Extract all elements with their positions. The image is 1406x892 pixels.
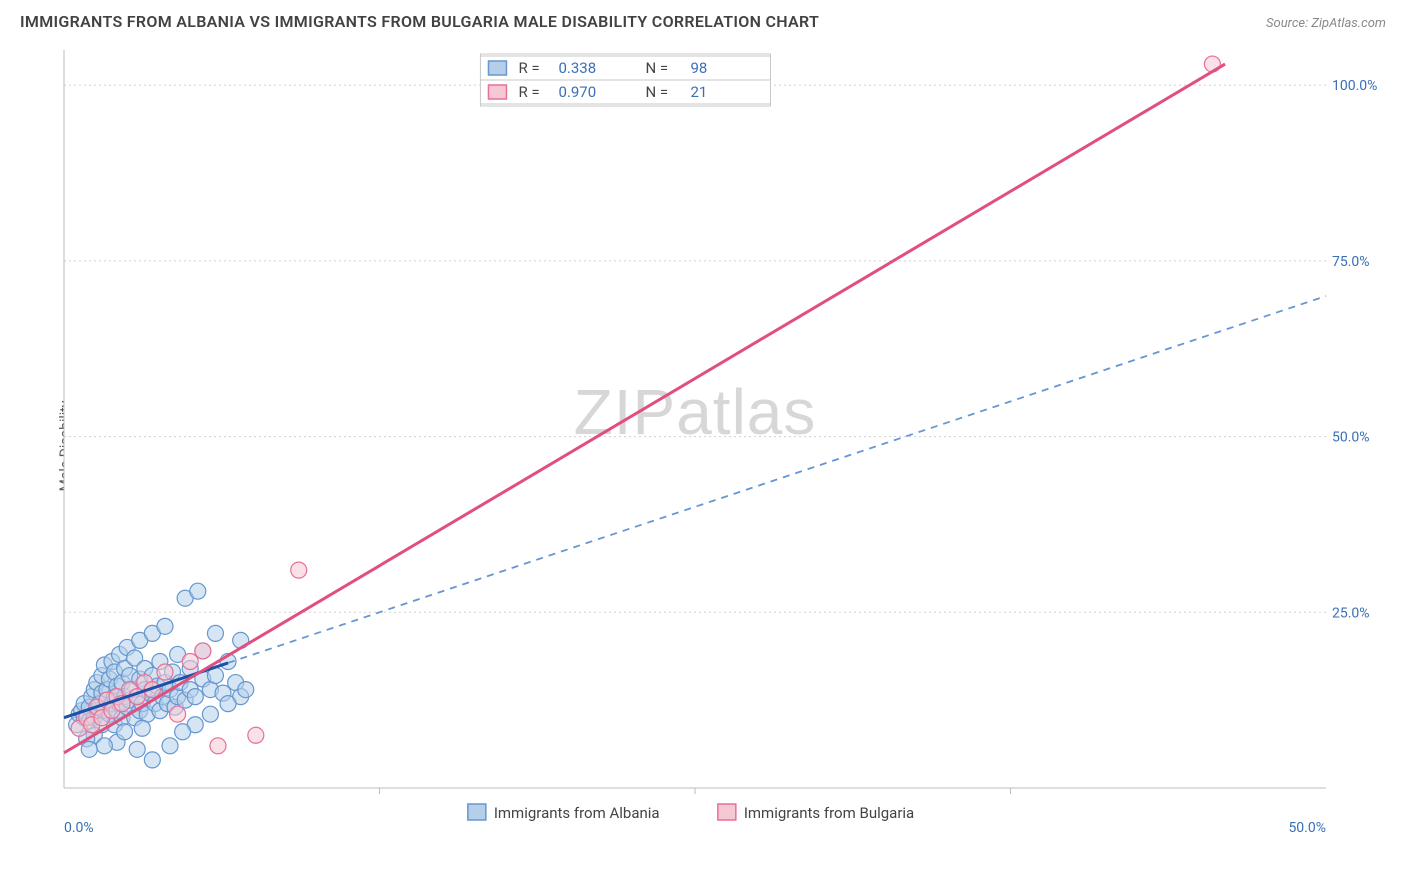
legend-n-val: 98	[690, 59, 707, 77]
data-point-albania	[187, 689, 203, 705]
scatter-chart: 25.0% 50.0% 75.0% 100.0% 0.0% 50.0% ZIPatlas R …	[56, 40, 1386, 840]
data-point-albania	[81, 741, 97, 757]
data-point-bulgaria	[210, 738, 226, 754]
data-point-albania	[220, 696, 236, 712]
source-attribution: Source: ZipAtlas.com	[1266, 16, 1386, 31]
y-tick-label: 100.0%	[1332, 78, 1377, 94]
data-point-bulgaria	[291, 562, 307, 578]
y-tick-label: 50.0%	[1332, 430, 1370, 446]
legend-swatch-albania	[488, 61, 506, 75]
legend-swatch-bulgaria	[718, 804, 736, 820]
data-point-albania	[144, 752, 160, 768]
data-point-albania	[202, 706, 218, 722]
legend-label-bulgaria: Immigrants from Bulgaria	[744, 804, 914, 822]
data-point-albania	[175, 724, 191, 740]
legend-r-val: 0.970	[558, 83, 596, 101]
data-point-albania	[96, 738, 112, 754]
data-point-albania	[190, 583, 206, 599]
legend-swatch-albania	[468, 804, 486, 820]
y-tick-label: 25.0%	[1332, 605, 1370, 621]
data-point-bulgaria	[195, 643, 211, 659]
legend-n-key: N =	[645, 83, 668, 101]
data-point-bulgaria	[157, 664, 173, 680]
legend-swatch-bulgaria	[488, 85, 506, 99]
legend-r-val: 0.338	[558, 59, 596, 77]
x-tick-label: 50.0%	[1288, 820, 1326, 836]
data-point-albania	[207, 625, 223, 641]
legend-r-key: R =	[518, 83, 539, 101]
y-tick-label: 75.0%	[1332, 254, 1370, 270]
data-point-albania	[134, 720, 150, 736]
chart-title: IMMIGRANTS FROM ALBANIA VS IMMIGRANTS FR…	[20, 12, 819, 31]
data-point-bulgaria	[170, 706, 186, 722]
legend-label-albania: Immigrants from Albania	[494, 804, 660, 822]
data-point-albania	[157, 618, 173, 634]
legend-r-key: R =	[518, 59, 539, 77]
watermark: ZIPatlas	[574, 376, 817, 448]
x-tick-label: 0.0%	[64, 820, 94, 836]
data-point-albania	[117, 724, 133, 740]
data-point-bulgaria	[248, 727, 264, 743]
legend-n-key: N =	[645, 59, 668, 77]
data-point-albania	[238, 682, 254, 698]
legend-n-val: 21	[690, 83, 707, 101]
data-point-albania	[162, 738, 178, 754]
data-point-albania	[129, 741, 145, 757]
